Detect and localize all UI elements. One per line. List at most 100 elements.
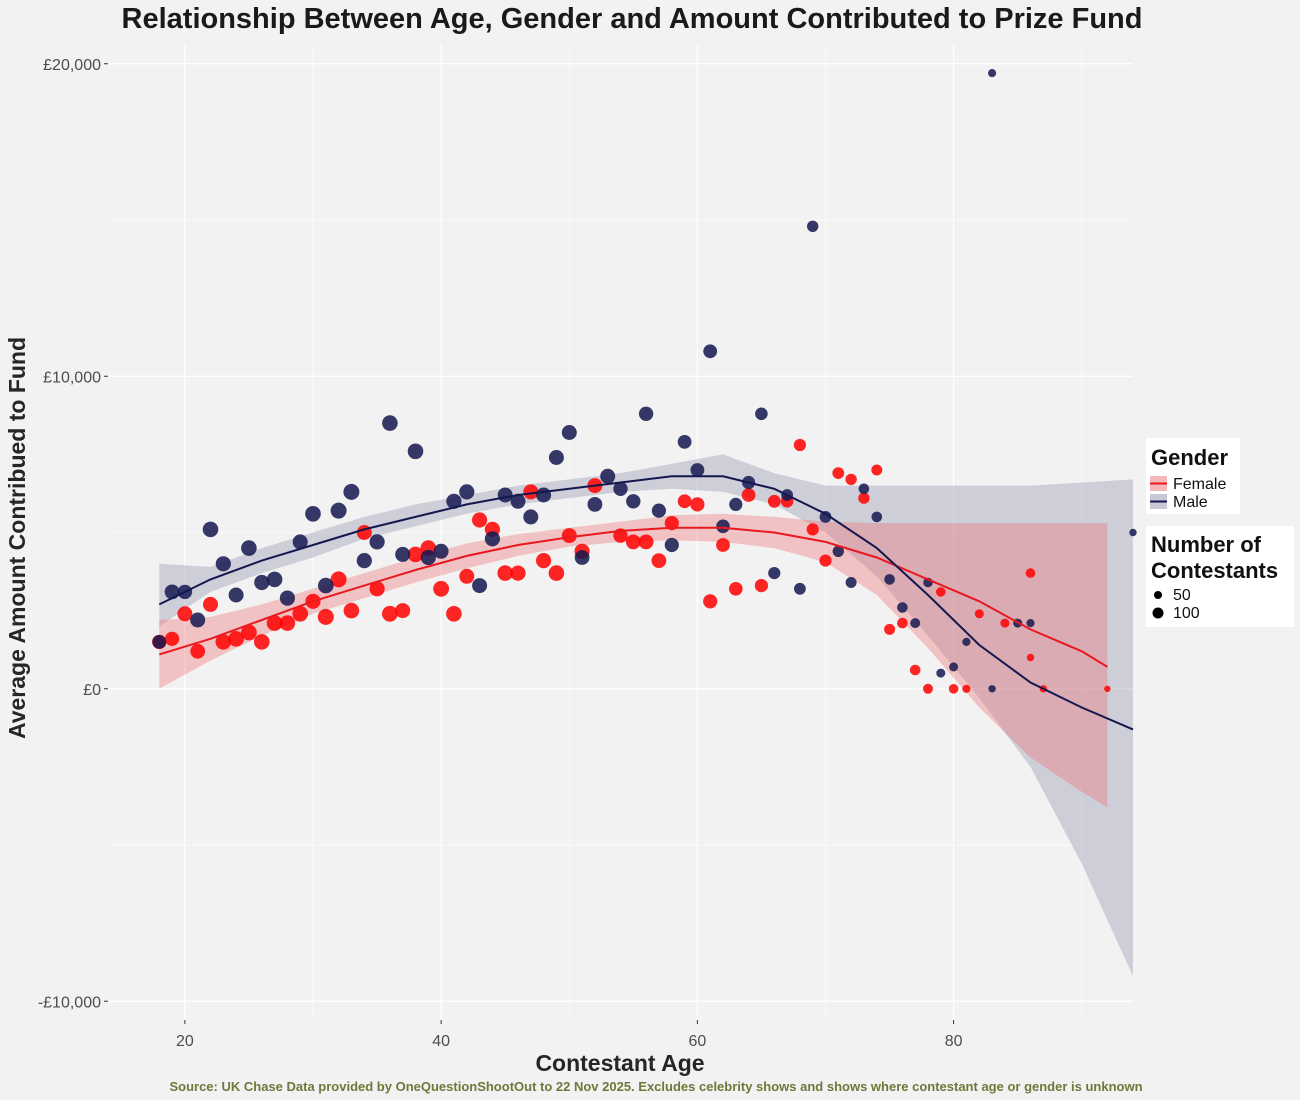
point-female [741,488,756,502]
point-male [484,531,500,547]
point-female [548,565,565,581]
y-tick-label: -£10,000 [38,994,101,1011]
point-female [510,565,526,581]
point-female [909,664,921,676]
point-female [845,473,857,486]
point-male [292,534,308,550]
point-male [395,546,411,562]
point-female [819,554,832,567]
confidence-band-female [159,513,1108,808]
point-male [638,406,654,421]
point-male [420,549,436,566]
point-female [871,464,883,476]
point-male [330,502,347,519]
point-male [690,463,705,477]
fit-lines [158,475,1134,731]
x-tick-label: 40 [432,1033,450,1050]
point-male [677,435,692,449]
legend-size-box [1146,526,1294,627]
point-male [845,577,857,588]
point-male [574,550,590,565]
point-male [1129,528,1137,537]
point-female [1104,685,1111,692]
point-female [459,568,475,584]
point-male [936,668,946,678]
point-male [613,481,628,496]
point-male [716,519,730,534]
legend-size-title-line1: Number of [1151,532,1262,557]
legend-gender: Gender Female Male [1146,438,1240,514]
point-male [382,415,398,431]
fit-line-male [158,475,1134,731]
point-female [190,643,206,659]
point-male [794,582,806,595]
point-male [755,407,768,421]
point-female [369,581,385,597]
point-male [988,685,996,693]
point-female [974,609,984,619]
point-female [343,602,360,619]
point-male [472,578,488,594]
point-female [690,497,705,512]
point-male [807,220,819,232]
point-female [203,596,218,612]
point-female [165,631,180,646]
x-axis-ticks: 20 40 60 80 [176,1020,963,1050]
chart-title: Relationship Between Age, Gender and Amo… [122,3,1143,35]
point-female [536,553,552,569]
point-female [1025,568,1036,578]
point-female [729,582,743,596]
legend-size-100-label: 100 [1173,605,1200,622]
point-male [897,602,908,613]
point-female [767,494,781,508]
point-female [1026,653,1035,662]
legend-item-male: Male [1150,494,1208,511]
point-male [305,506,321,522]
legend-male-label: Male [1173,494,1208,511]
point-female [433,580,449,597]
point-female [806,523,819,536]
legend-size-50-label: 50 [1173,587,1191,604]
point-male [343,483,360,500]
y-axis-ticks: -£10,000 £0 £10,000 £20,000 [38,57,108,1011]
point-female [523,484,539,500]
point-female [292,606,309,622]
point-female [897,617,908,629]
point-male [832,545,844,557]
point-male [254,574,270,591]
point-male [1026,619,1035,628]
point-male [561,425,577,440]
point-male [523,509,539,525]
point-female [1000,618,1010,628]
point-male [729,497,743,511]
point-male [703,344,718,359]
point-male [548,450,564,465]
point-male [664,537,679,553]
x-tick-label: 20 [176,1033,194,1050]
point-male [433,543,449,559]
point-female [638,534,654,550]
y-tick-label: £20,000 [43,57,101,74]
point-female [677,494,692,509]
point-female [923,683,933,694]
point-male [369,534,385,550]
x-tick-label: 80 [945,1033,963,1050]
point-female [472,512,488,528]
legend-female-label: Female [1173,476,1226,493]
x-tick-label: 60 [688,1033,706,1050]
point-female [664,516,679,531]
point-female [884,623,896,635]
x-axis-title: Contestant Age [535,1050,704,1076]
point-male [651,503,667,518]
point-female [395,603,411,619]
point-female [215,634,232,650]
point-male [884,574,895,585]
point-male [497,487,513,503]
legend-size-title-line2: Contestants [1151,558,1278,583]
point-female [858,492,870,504]
point-female [754,579,769,593]
point-female [407,546,424,563]
point-male [949,662,959,672]
point-female [177,606,193,622]
point-female [793,438,807,452]
